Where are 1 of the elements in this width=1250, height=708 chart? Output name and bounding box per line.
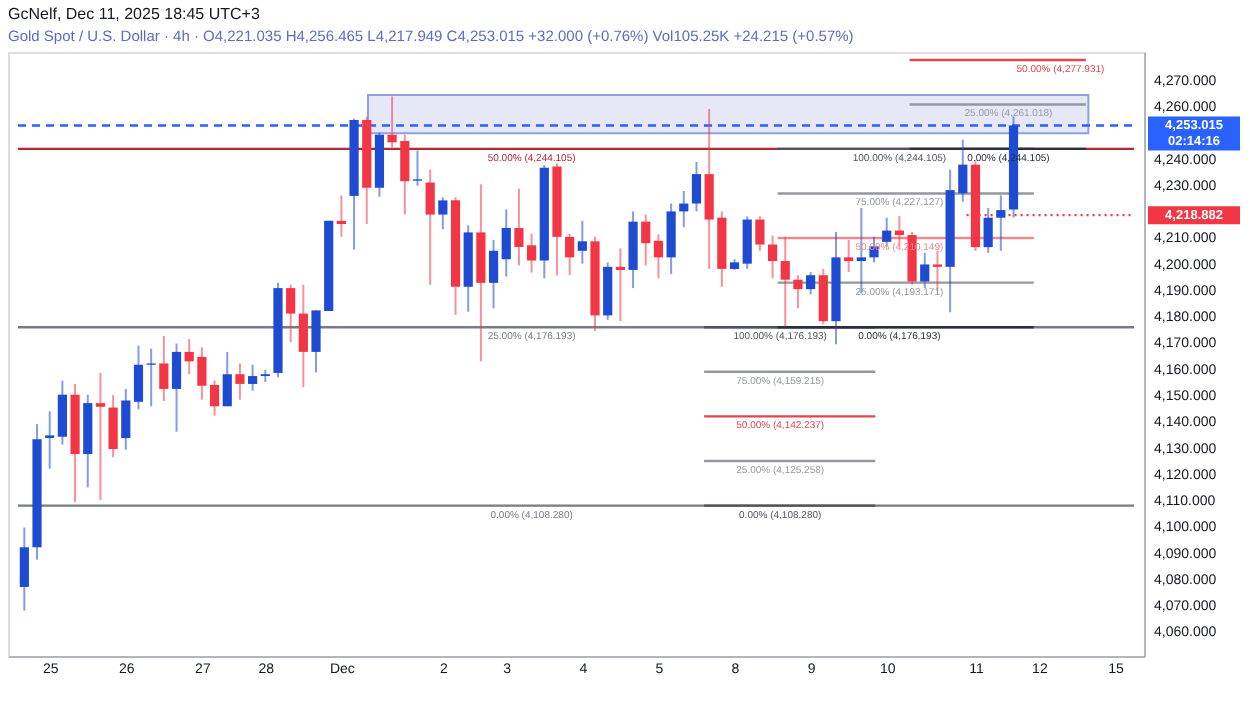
chart-title: GcNelf, Dec 11, 2025 18:45 UTC+3 — [8, 5, 261, 23]
